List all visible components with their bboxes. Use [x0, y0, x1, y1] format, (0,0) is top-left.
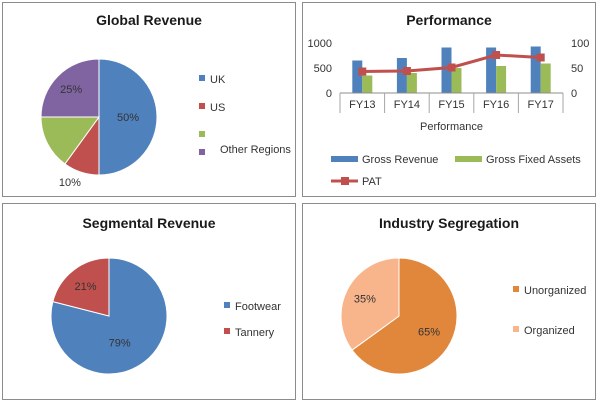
pie-slice-other-regions — [40, 116, 100, 165]
x-axis-title: Performance — [420, 121, 483, 133]
pie-slice-unorganized — [351, 257, 458, 375]
legend-label: Organized — [524, 325, 575, 337]
chart-title: Performance — [406, 12, 492, 28]
legend-marker — [341, 177, 349, 185]
chart-title: Segmental Revenue — [82, 215, 216, 231]
bar-gross-fixed-assets — [406, 73, 417, 93]
segmental-revenue-chart: 79% 21% Footwear Tannery — [50, 257, 281, 375]
data-label: 10% — [59, 177, 81, 189]
y-tick-label: 500 — [314, 63, 332, 75]
legend-label: Other Regions — [220, 144, 291, 156]
pie-slice-tannery — [52, 257, 110, 317]
point-pat — [447, 63, 456, 72]
legend-label: Gross Fixed Assets — [486, 154, 581, 166]
bar-gross-revenue — [530, 46, 541, 93]
panel-industry-segregation: Industry Segregation 65% 35% Unorganized Or… — [302, 203, 596, 400]
legend-label: US — [210, 102, 225, 114]
panel-segmental-revenue: Segmental Revenue 79% 21% Footwear Tannery — [2, 203, 296, 400]
data-label: 25% — [60, 84, 82, 96]
x-tick-label: FY13 — [349, 99, 375, 111]
y2-tick-label: 0 — [571, 88, 577, 100]
panel-performance: Performance 0 500 1000 0 50 100 FY13 FY14 FY15 FY… — [302, 2, 596, 197]
x-tick-label: FY14 — [394, 99, 420, 111]
legend-swatch — [199, 103, 205, 109]
legend-swatch — [199, 75, 205, 81]
legend-swatch — [513, 326, 519, 332]
pie-slice-uk — [98, 58, 158, 176]
x-tick-label: FY17 — [528, 99, 554, 111]
bar-gross-fixed-assets — [540, 63, 551, 93]
bar-gross-revenue — [352, 60, 363, 93]
point-pat — [492, 51, 501, 59]
bar-gross-revenue — [396, 58, 407, 93]
legend-swatch — [224, 302, 230, 308]
legend-swatch — [513, 286, 519, 292]
x-tick-label: FY15 — [438, 99, 464, 111]
bar-gross-fixed-assets — [451, 68, 462, 93]
legend-swatch — [199, 149, 205, 155]
legend-label: Gross Revenue — [362, 154, 438, 166]
point-pat — [536, 53, 545, 62]
y-tick-label: 0 — [326, 88, 332, 100]
data-label: 50% — [117, 112, 139, 124]
legend-label: Unorganized — [524, 285, 586, 297]
y-tick-label: 1000 — [308, 38, 332, 50]
legend-swatch — [224, 328, 230, 334]
legend-label: UK — [210, 74, 226, 86]
panel-global-revenue: Global Revenue 50% 10% 25% UK US Other Region… — [2, 2, 296, 197]
legend-label: Tannery — [235, 327, 275, 339]
bar-gross-fixed-assets — [362, 75, 373, 93]
bar-gross-revenue — [441, 47, 452, 93]
pie-slice-organized — [340, 257, 400, 351]
industry-segregation-chart: 65% 35% Unorganized Organized — [340, 257, 586, 375]
pie-slice-slice — [40, 58, 100, 118]
legend-label: Footwear — [235, 301, 281, 313]
bar-gross-revenue — [486, 47, 497, 93]
legend-swatch — [455, 156, 482, 162]
point-pat — [358, 67, 367, 76]
legend-label: PAT — [362, 176, 382, 188]
x-tick-label: FY16 — [483, 99, 509, 111]
performance-chart: 0 500 1000 0 50 100 FY13 FY14 FY15 FY16 FY17 Perfor… — [308, 38, 590, 188]
chart-title: Industry Segregation — [378, 215, 520, 231]
y2-tick-label: 50 — [571, 63, 583, 75]
data-label: 65% — [418, 326, 440, 338]
data-label: 21% — [74, 281, 96, 293]
legend-swatch — [199, 131, 205, 137]
y2-tick-label: 100 — [571, 38, 589, 50]
point-pat — [402, 67, 411, 75]
data-label: 79% — [109, 338, 131, 350]
global-revenue-chart: 50% 10% 25% UK US Other Regions — [40, 58, 291, 189]
data-label: 35% — [354, 294, 376, 306]
bar-gross-fixed-assets — [496, 66, 507, 93]
legend-swatch — [331, 156, 358, 162]
chart-title: Global Revenue — [96, 12, 202, 28]
